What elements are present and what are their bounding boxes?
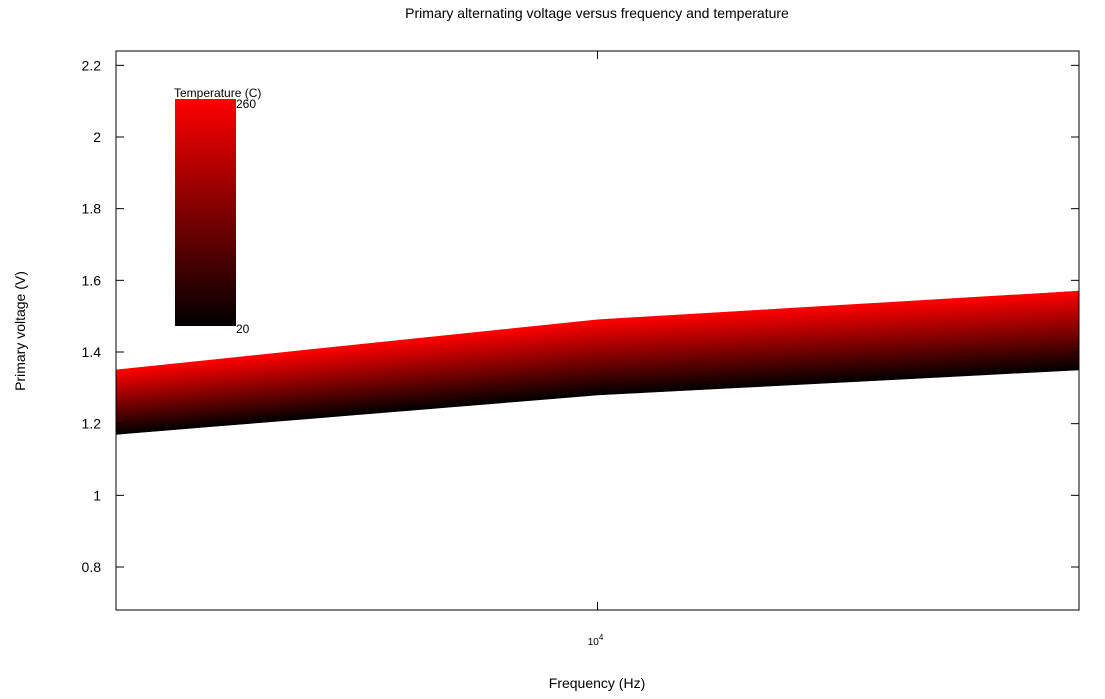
temperature-colorbar: Temperature (C) 260 20 (174, 86, 261, 336)
y-tick-label: 1.2 (82, 416, 102, 432)
colorbar-gradient (175, 99, 236, 326)
x-tick-label: 104 (588, 633, 604, 648)
y-tick-label: 1.4 (82, 344, 102, 360)
y-tick-label: 2.2 (82, 57, 102, 73)
y-tick-label: 1 (93, 487, 101, 503)
x-axis-ticks: 104 (588, 51, 604, 648)
colorbar-max-label: 260 (236, 97, 256, 111)
x-axis-label: Frequency (Hz) (549, 675, 645, 691)
y-axis-ticks: 0.8 1 1.2 1.4 1.6 1.8 2 2.2 (82, 57, 1079, 575)
y-tick-label: 0.8 (82, 559, 102, 575)
y-tick-label: 1.6 (82, 272, 102, 288)
temperature-band-strip (116, 290, 1079, 372)
chart-title: Primary alternating voltage versus frequ… (405, 5, 789, 21)
colorbar-min-label: 20 (236, 322, 250, 336)
data-band-layer (116, 290, 1079, 435)
y-tick-label: 1.8 (82, 201, 102, 217)
y-axis-label: Primary voltage (V) (12, 271, 28, 391)
y-tick-label: 2 (93, 129, 101, 145)
colorbar-title: Temperature (C) (174, 86, 261, 100)
